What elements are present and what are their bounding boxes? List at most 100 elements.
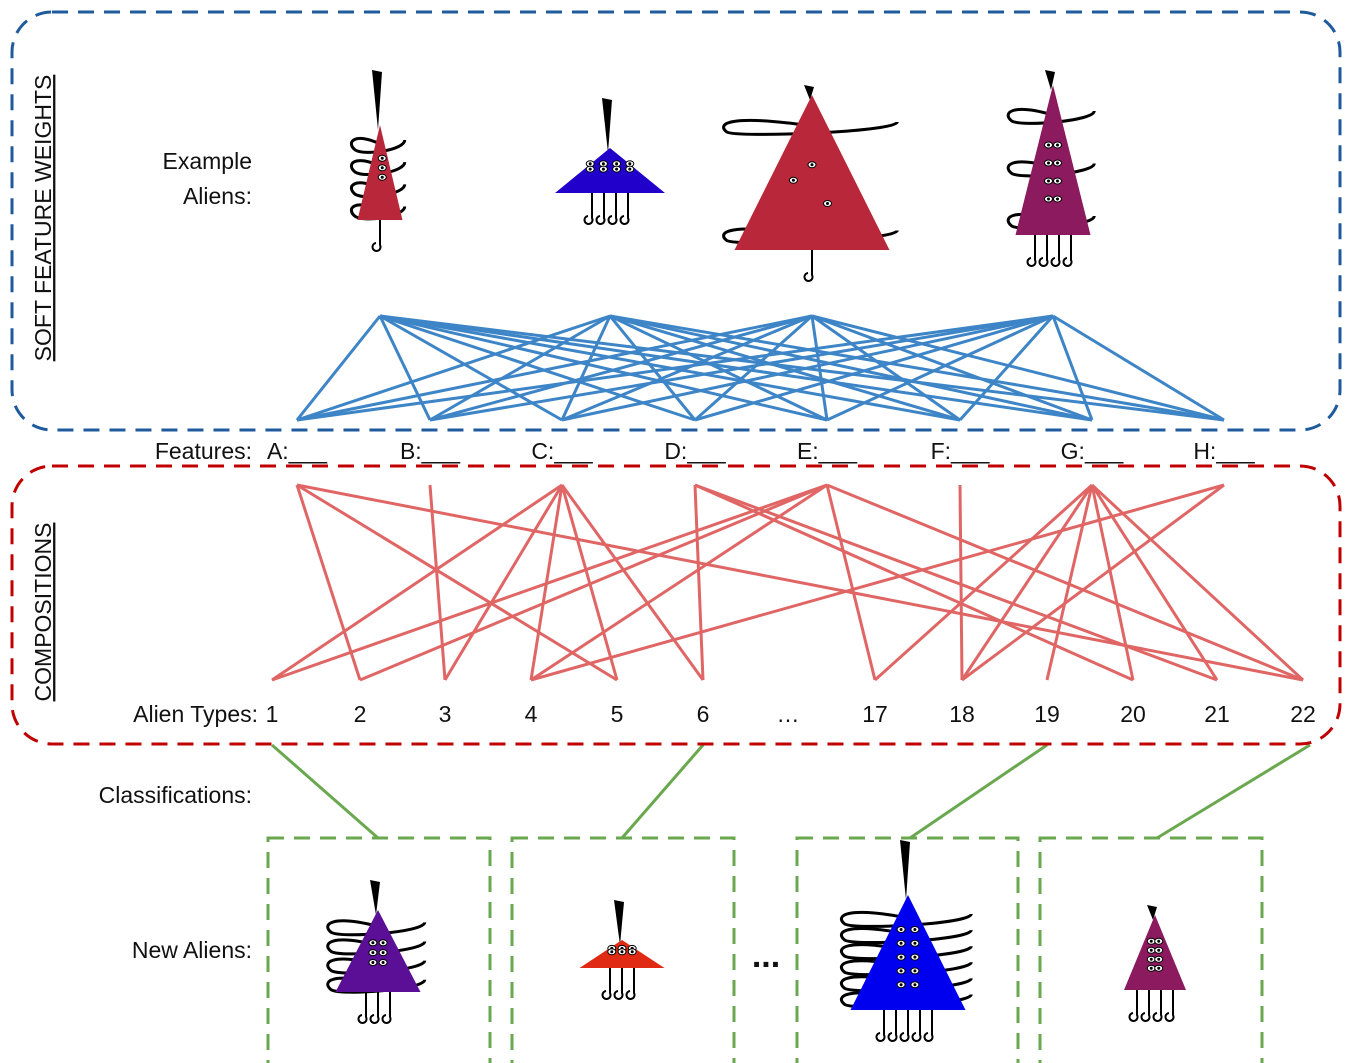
alien-pupil xyxy=(615,162,619,166)
weight-line xyxy=(609,314,1093,422)
alien-pupil xyxy=(588,167,592,171)
alien xyxy=(722,85,899,282)
alien-leg xyxy=(583,193,594,225)
composition-line xyxy=(1090,483,1305,682)
weight-line xyxy=(810,315,829,421)
alien-pupil xyxy=(610,950,614,954)
weight-line xyxy=(295,315,382,421)
alien-pupil xyxy=(601,162,605,166)
alien-type-label: 22 xyxy=(1290,701,1316,727)
alien-arm xyxy=(839,910,973,928)
alien-pupil xyxy=(1149,948,1153,952)
alien-type-label: 20 xyxy=(1120,701,1146,727)
composition-line xyxy=(271,483,828,682)
alien-body xyxy=(850,895,966,1010)
alien-pupil xyxy=(615,167,619,171)
composition-line xyxy=(296,483,618,682)
alien-pupil xyxy=(1056,197,1059,201)
alien-pupil xyxy=(913,941,917,945)
alien-pupil xyxy=(810,163,814,167)
composition-line xyxy=(428,484,447,681)
alien-leg xyxy=(371,220,382,252)
alien-pupil xyxy=(1056,161,1059,165)
alien-body xyxy=(555,148,665,193)
alien-antenna xyxy=(602,98,612,153)
alien-pupil xyxy=(601,167,605,171)
alien-arm xyxy=(326,938,427,956)
alien-antenna xyxy=(1045,70,1055,90)
row-label: Aliens: xyxy=(183,183,252,209)
alien-pupil xyxy=(620,950,624,954)
alien-pupil xyxy=(628,167,632,171)
alien-pupil xyxy=(1056,143,1059,147)
alien-leg xyxy=(899,1010,910,1042)
composition-line xyxy=(530,483,828,682)
alien-arm xyxy=(349,159,407,177)
weight-line xyxy=(826,314,1054,422)
alien-leg xyxy=(1152,990,1163,1022)
alien-arm xyxy=(839,927,973,944)
feature-label: G:___ xyxy=(1061,438,1125,464)
weight-line xyxy=(694,314,1054,422)
feature-label: B:___ xyxy=(400,438,461,464)
alien-pupil xyxy=(380,156,384,160)
weight-line xyxy=(561,314,1054,422)
alien-leg xyxy=(601,968,612,1000)
composition-line xyxy=(271,483,563,682)
alien xyxy=(579,900,665,1000)
alien-type-label: 1 xyxy=(266,701,279,727)
composition-line xyxy=(359,483,828,682)
feature-label: C:___ xyxy=(531,438,594,464)
composition-line xyxy=(960,484,1094,681)
alien-type-label: 2 xyxy=(354,701,367,727)
alien-pupil xyxy=(899,955,903,959)
classification-line xyxy=(909,743,1048,840)
alien-pupil xyxy=(380,166,384,170)
alien-body xyxy=(335,910,421,992)
new-alien-box xyxy=(266,836,492,1063)
alien-antenna xyxy=(900,840,910,900)
weight-line xyxy=(560,315,612,421)
alien-antenna xyxy=(370,880,380,915)
alien-leg xyxy=(613,968,624,1000)
alien-type-label: 5 xyxy=(611,701,624,727)
weight-line xyxy=(958,315,1055,421)
labels: A:___ B:___ C:___ D:___ E:___ F:___ G:___ H:___… xyxy=(266,438,1316,727)
alien-leg xyxy=(911,1010,922,1042)
row-label: Features: xyxy=(155,438,252,464)
classification-line xyxy=(271,743,379,840)
alien-pupil xyxy=(913,955,917,959)
weight-line xyxy=(429,314,813,422)
alien-leg xyxy=(619,193,630,225)
feature-label: E:___ xyxy=(797,438,858,464)
alien-pupil xyxy=(1047,143,1050,147)
alien-type-label: 6 xyxy=(697,701,710,727)
row-label: Alien Types: xyxy=(133,701,258,727)
weight-line xyxy=(561,314,813,422)
connections xyxy=(271,314,1311,840)
alien-leg xyxy=(1128,990,1139,1022)
composition-line xyxy=(693,484,705,681)
alien-arm xyxy=(326,957,427,975)
alien xyxy=(555,98,665,225)
alien-pupil xyxy=(588,162,592,166)
alien-antenna xyxy=(372,70,382,130)
alien-pupil xyxy=(913,983,917,987)
alien-pupil xyxy=(380,175,384,179)
alien-pupil xyxy=(1157,966,1161,970)
alien-leg xyxy=(357,992,368,1024)
alien-arm xyxy=(326,919,427,937)
feature-label: F:___ xyxy=(931,438,991,464)
alien-leg xyxy=(625,968,636,1000)
weight-line xyxy=(609,314,1225,422)
weight-line xyxy=(429,314,1054,422)
new-alien-box xyxy=(510,836,736,1063)
weight-line xyxy=(694,314,813,422)
alien-leg xyxy=(803,250,814,282)
alien-pupil xyxy=(791,178,795,182)
composition-line xyxy=(560,484,619,681)
composition-line xyxy=(530,483,1225,682)
composition-line xyxy=(694,483,1218,682)
alien-arm xyxy=(1006,160,1096,178)
alien-leg xyxy=(595,193,606,225)
